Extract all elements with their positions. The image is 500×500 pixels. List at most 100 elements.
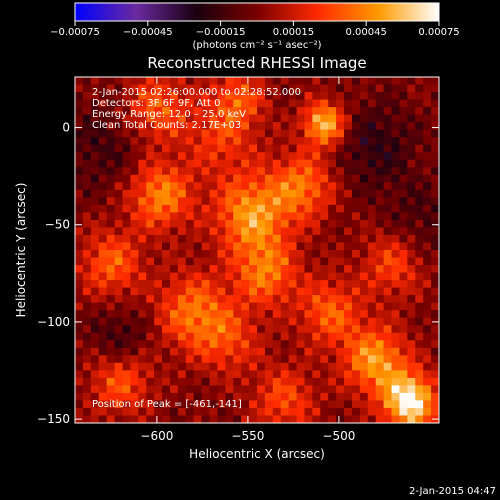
heatmap-cell <box>75 370 84 379</box>
heatmap-cell <box>185 99 194 108</box>
heatmap-cell <box>296 415 305 424</box>
colorbar-tick-label: 0.00045 <box>346 27 387 38</box>
heatmap-cell <box>241 280 250 288</box>
heatmap-cell <box>375 287 384 296</box>
heatmap-cell <box>423 310 432 318</box>
heatmap-cell <box>296 265 305 273</box>
heatmap-cell <box>383 159 392 168</box>
heatmap-cell <box>375 159 384 168</box>
heatmap-cell <box>114 310 123 318</box>
heatmap-cell <box>146 302 155 311</box>
heatmap-cell <box>249 189 258 198</box>
heatmap-cell <box>296 77 305 85</box>
heatmap-cell <box>375 407 384 416</box>
heatmap-cell <box>280 400 289 409</box>
heatmap-cell <box>169 340 179 349</box>
heatmap-cell <box>241 174 250 183</box>
heatmap-cell <box>304 107 313 115</box>
heatmap-cell <box>296 340 305 349</box>
heatmap-cell <box>351 114 361 123</box>
heatmap-cell <box>288 84 297 93</box>
heatmap-cell <box>383 144 392 153</box>
heatmap-cell <box>82 129 92 138</box>
heatmap-cell <box>106 197 115 206</box>
heatmap-cell <box>383 242 392 251</box>
heatmap-cell <box>336 370 345 379</box>
heatmap-cell <box>407 92 416 100</box>
heatmap-cell <box>423 114 432 123</box>
heatmap-cell <box>407 407 416 416</box>
heatmap-cell <box>233 295 242 303</box>
heatmap-cell <box>375 310 384 318</box>
heatmap-cell <box>201 159 210 168</box>
heatmap-cell <box>75 265 84 273</box>
heatmap-cell <box>264 107 274 115</box>
heatmap-cell <box>233 377 242 386</box>
heatmap-cell <box>201 332 210 341</box>
heatmap-cell <box>114 159 123 168</box>
heatmap-cell <box>146 92 155 100</box>
heatmap-cell <box>75 257 84 266</box>
heatmap-cell <box>296 325 305 334</box>
heatmap-cell <box>138 189 147 198</box>
heatmap-cell <box>185 332 194 341</box>
heatmap-cell <box>391 182 400 191</box>
heatmap-cell <box>146 370 155 379</box>
heatmap-cell <box>82 84 92 93</box>
heatmap-cell <box>351 265 361 273</box>
heatmap-cell <box>130 370 139 379</box>
heatmap-cell <box>257 280 266 288</box>
heatmap-cell <box>359 92 369 100</box>
heatmap-cell <box>169 302 179 311</box>
heatmap-cell <box>367 242 376 251</box>
heatmap-cell <box>90 340 100 349</box>
heatmap-cell <box>146 182 155 191</box>
heatmap-cell <box>257 385 266 394</box>
heatmap-cell <box>407 310 416 318</box>
heatmap-cell <box>185 227 194 236</box>
heatmap-cell <box>367 295 376 303</box>
heatmap-cell <box>272 144 282 153</box>
heatmap-cell <box>209 114 218 123</box>
heatmap-cell <box>209 370 218 379</box>
heatmap-cell <box>391 287 400 296</box>
heatmap-cell <box>344 272 353 281</box>
heatmap-cell <box>217 355 226 364</box>
heatmap-cell <box>169 204 179 213</box>
heatmap-cell <box>249 77 258 85</box>
heatmap-cell <box>98 347 107 356</box>
heatmap-cell <box>146 332 155 341</box>
heatmap-cell <box>241 144 250 153</box>
heatmap-cell <box>264 189 274 198</box>
heatmap-cell <box>241 377 250 386</box>
heatmap-cell <box>375 400 384 409</box>
heatmap-cell <box>304 272 313 281</box>
heatmap-cell <box>90 295 100 303</box>
heatmap-cell <box>344 129 353 138</box>
heatmap-cell <box>106 332 115 341</box>
heatmap-cell <box>90 287 100 296</box>
heatmap-cell <box>391 392 400 401</box>
heatmap-cell <box>257 144 266 153</box>
heatmap-cell <box>114 370 123 379</box>
heatmap-cell <box>82 250 92 258</box>
heatmap-cell <box>264 182 274 191</box>
heatmap-cell <box>217 114 226 123</box>
heatmap-cell <box>177 280 187 288</box>
heatmap-cell <box>106 137 115 145</box>
heatmap-cell <box>185 137 194 145</box>
heatmap-cell <box>359 295 369 303</box>
heatmap-cell <box>320 310 329 318</box>
heatmap-cell <box>257 77 266 85</box>
heatmap-cell <box>185 347 194 356</box>
heatmap-cell <box>162 325 171 334</box>
heatmap-cell <box>233 325 242 334</box>
heatmap-cell <box>272 137 282 145</box>
heatmap-cell <box>288 122 297 130</box>
heatmap-cell <box>344 159 353 168</box>
heatmap-cell <box>162 167 171 176</box>
heatmap-cell <box>304 400 313 409</box>
heatmap-cell <box>138 234 147 243</box>
heatmap-cell <box>391 302 400 311</box>
heatmap-cell <box>154 77 163 85</box>
